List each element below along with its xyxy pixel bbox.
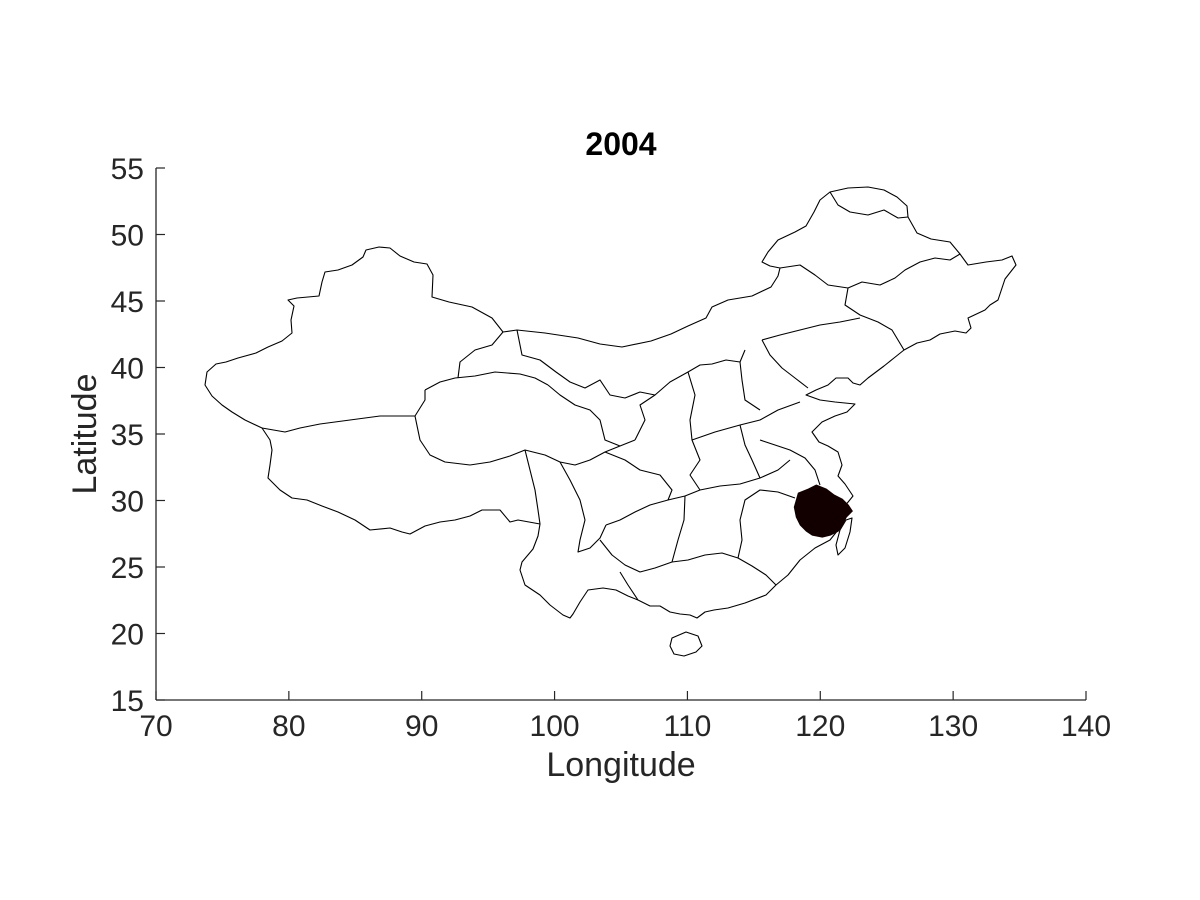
map-axes: 70 80 90 100 110 120 130 140 15 20 25 30 35 40 45 50 55 [111, 153, 1111, 743]
province-boundary [261, 415, 471, 466]
province-boundary [559, 461, 607, 553]
x-tick-label: 100 [530, 710, 580, 743]
province-boundaries [204, 186, 1017, 657]
country-outline [204, 186, 1017, 619]
province-boundary [761, 339, 809, 389]
province-boundary [759, 439, 821, 486]
province-boundary [829, 191, 909, 219]
province-boundary [524, 449, 541, 525]
province-boundary [619, 571, 639, 601]
y-tick-label: 55 [111, 153, 144, 186]
x-tick-label: 130 [928, 710, 978, 743]
province-boundary [779, 264, 849, 289]
island-outline [669, 631, 703, 657]
y-tick-label: 25 [111, 552, 144, 585]
province-boundary [761, 317, 861, 341]
x-tick-label: 110 [664, 710, 712, 743]
x-tick-label: 140 [1061, 710, 1111, 743]
x-axis-label: Longitude [546, 746, 695, 784]
province-boundary [457, 331, 504, 379]
province-boundary [516, 329, 746, 399]
x-tick-label: 120 [795, 710, 845, 743]
province-boundary [739, 424, 761, 479]
island-outline [835, 517, 853, 556]
province-boundary [687, 371, 701, 491]
province-boundary [844, 287, 905, 351]
y-tick-label: 35 [111, 419, 144, 452]
province-boundary [691, 401, 801, 441]
y-tick-label: 20 [111, 619, 144, 652]
province-boundary [424, 371, 549, 391]
province-boundary [737, 489, 796, 559]
province-boundary [739, 361, 761, 411]
province-boundary [414, 390, 426, 417]
x-tick-label: 80 [272, 710, 305, 743]
province-boundary [604, 451, 673, 501]
y-axis-label: Latitude [66, 374, 104, 495]
province-boundary [605, 459, 791, 526]
y-tick-label: 50 [111, 220, 144, 253]
y-tick-label: 15 [111, 685, 144, 718]
province-boundary [599, 539, 777, 586]
province-boundary [547, 384, 621, 447]
highlighted-province [793, 484, 853, 538]
map-title: 2004 [585, 126, 656, 162]
province-boundary [847, 253, 961, 289]
province-boundary [634, 394, 656, 441]
x-tick-label: 90 [405, 710, 438, 743]
y-tick-label: 45 [111, 286, 144, 319]
x-tick-label: 70 [139, 710, 172, 743]
province-boundary [671, 495, 686, 563]
y-tick-label: 30 [111, 486, 144, 519]
y-tick-label: 40 [111, 353, 144, 386]
province-boundary [469, 439, 636, 466]
